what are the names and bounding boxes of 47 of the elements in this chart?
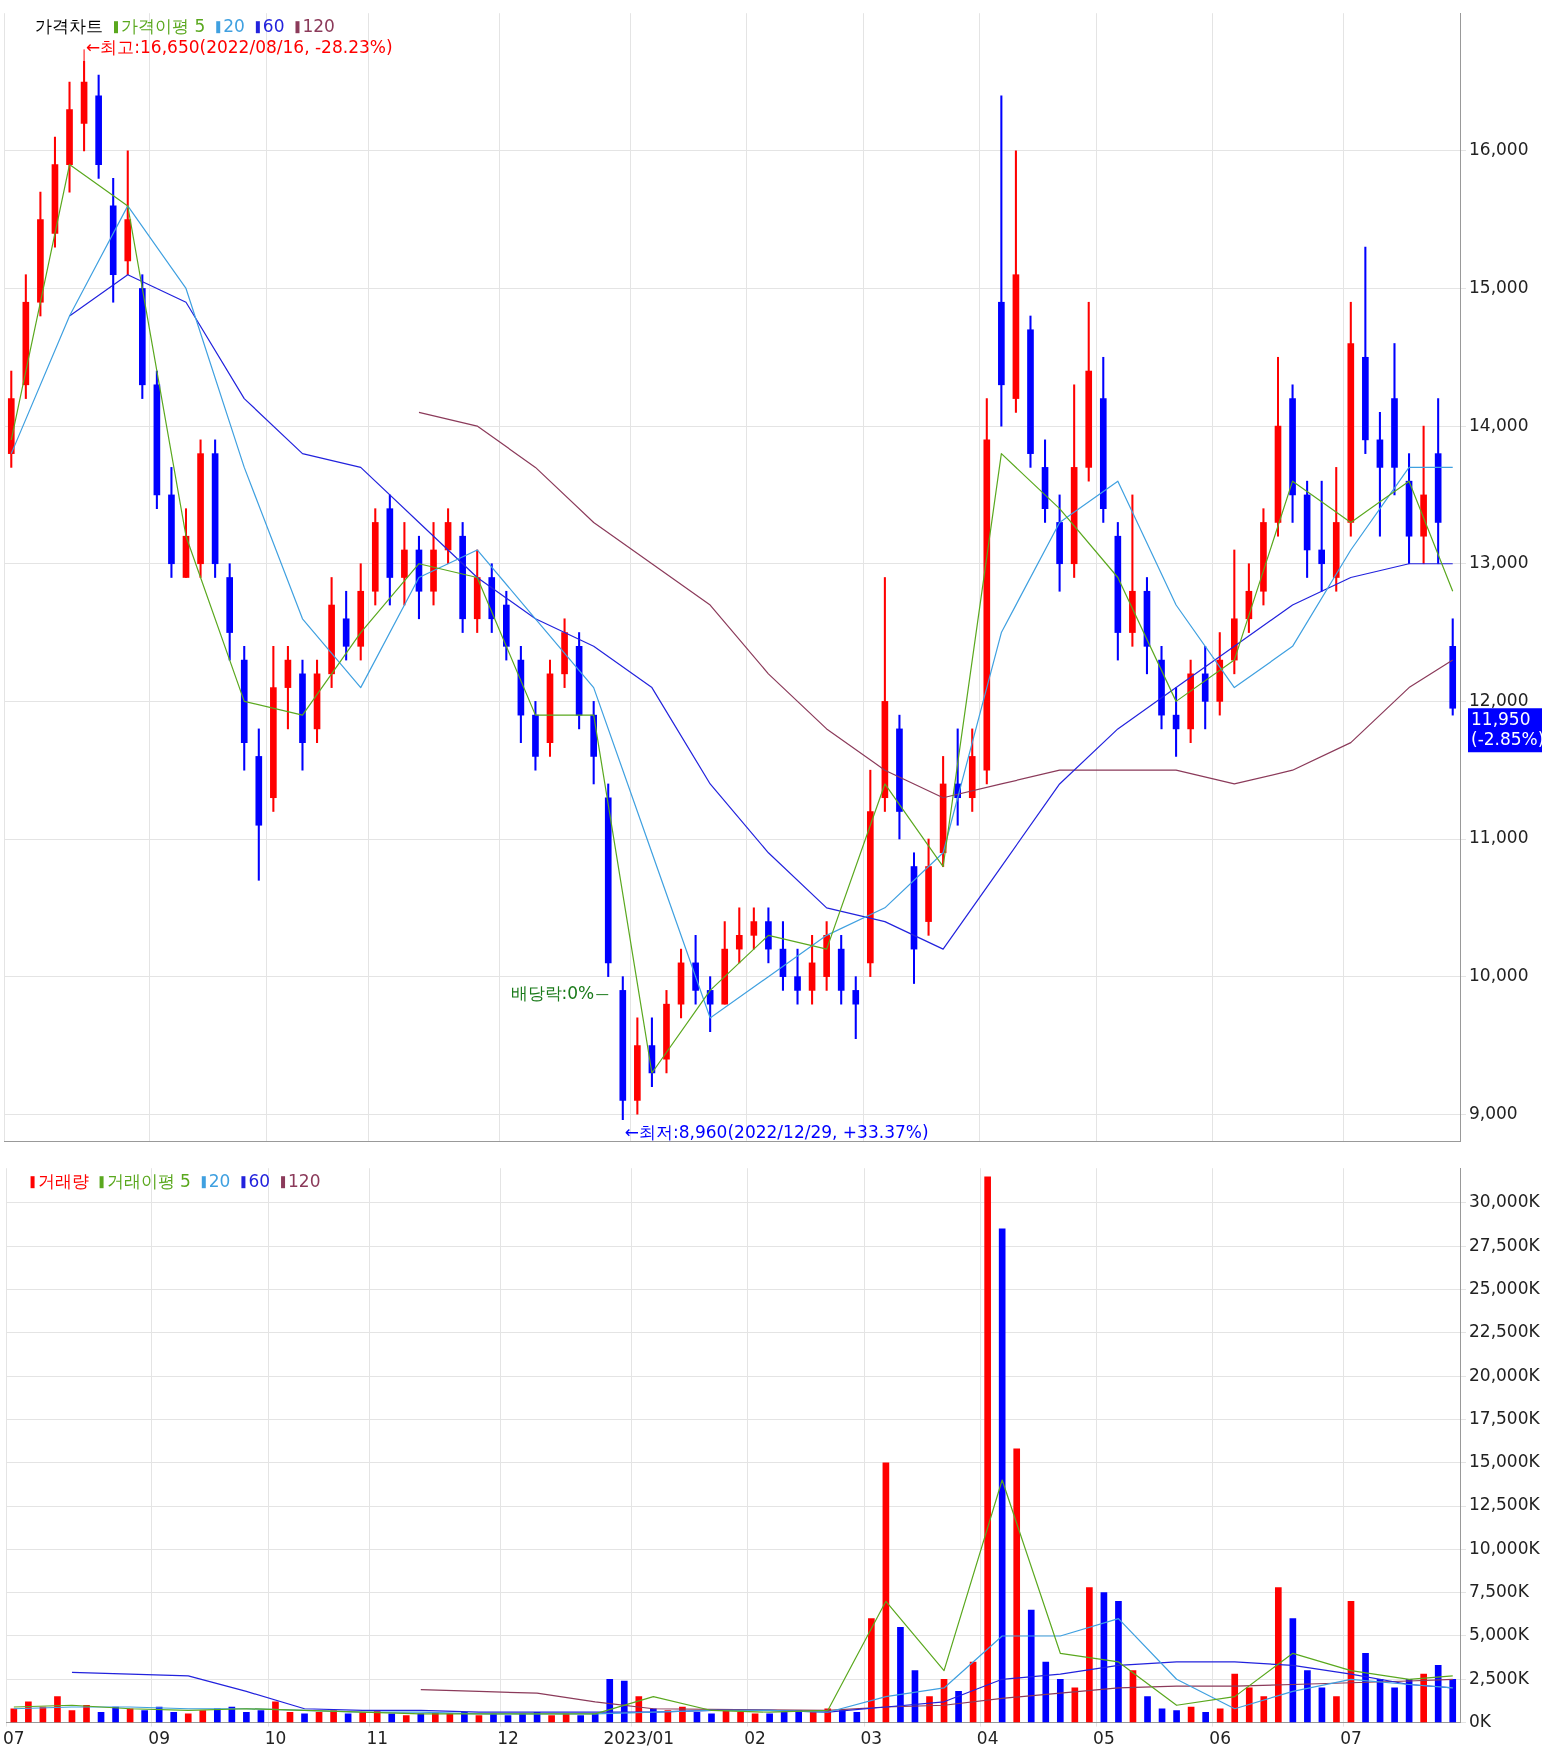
y-tick-label: 16,000: [1469, 139, 1529, 160]
y-tick-label: 9,000: [1469, 1102, 1518, 1123]
y-tick-label: 25,000K: [1469, 1277, 1541, 1298]
annotation: 배당락:0%: [510, 983, 595, 1004]
y-tick-label: 14,000: [1469, 414, 1529, 435]
x-tick-label: 11: [366, 1728, 389, 1749]
x-tick-label: 07: [3, 1728, 25, 1749]
text: 가격차트: [35, 15, 103, 36]
y-tick-label: 11,000: [1469, 827, 1529, 848]
y-tick-label: 15,000: [1469, 276, 1529, 297]
y-tick-label: 20,000K: [1469, 1364, 1541, 1385]
x-tick-label: 2023/01: [603, 1728, 675, 1749]
y-tick-label: 10,000: [1469, 965, 1529, 986]
legend-label: 20: [208, 1170, 231, 1191]
y-tick-label: 30,000K: [1469, 1191, 1541, 1212]
annotation: ←최고:16,650(2022/08/16, -28.23%): [86, 36, 393, 57]
x-tick-label: 12: [497, 1728, 519, 1749]
x-tick-label: 06: [1209, 1728, 1231, 1749]
legend-label: 120: [288, 1170, 321, 1191]
legend-label: 거래이평 5: [106, 1170, 191, 1191]
legend-label: 거래량: [37, 1170, 89, 1191]
y-tick-label: 2,500K: [1469, 1667, 1530, 1688]
x-tick-label: 04: [976, 1728, 999, 1749]
y-tick-label: 15,000K: [1469, 1451, 1541, 1472]
legend-label: 가격이평 5: [121, 15, 206, 36]
legend-label: 60: [262, 15, 285, 36]
x-tick-label: 07: [1340, 1728, 1362, 1749]
y-tick-label: 0K: [1469, 1711, 1492, 1732]
y-tick-label: 12,000: [1469, 689, 1529, 710]
legend-label: 120: [302, 15, 335, 36]
text: 11,950 (-2.85%): [1471, 708, 1545, 749]
y-tick-label: 12,500K: [1469, 1494, 1541, 1515]
legend-label: 60: [248, 1170, 271, 1191]
x-tick-label: 03: [860, 1728, 883, 1749]
x-tick-label: 05: [1093, 1728, 1115, 1749]
y-tick-label: 13,000: [1469, 552, 1529, 573]
y-tick-label: 22,500K: [1469, 1321, 1541, 1342]
legend-label: 20: [223, 15, 245, 36]
y-tick-label: 17,500K: [1469, 1407, 1541, 1428]
y-tick-label: 10,000K: [1469, 1537, 1541, 1558]
y-tick-label: 7,500K: [1469, 1581, 1530, 1602]
x-tick-label: 02: [744, 1728, 766, 1749]
y-tick-label: 27,500K: [1469, 1234, 1541, 1255]
x-tick-label: 10: [264, 1728, 287, 1749]
y-tick-label: 5,000K: [1469, 1624, 1530, 1645]
annotation: ←최저:8,960(2022/12/29, +33.37%): [624, 1122, 929, 1143]
x-tick-label: 09: [148, 1728, 170, 1749]
